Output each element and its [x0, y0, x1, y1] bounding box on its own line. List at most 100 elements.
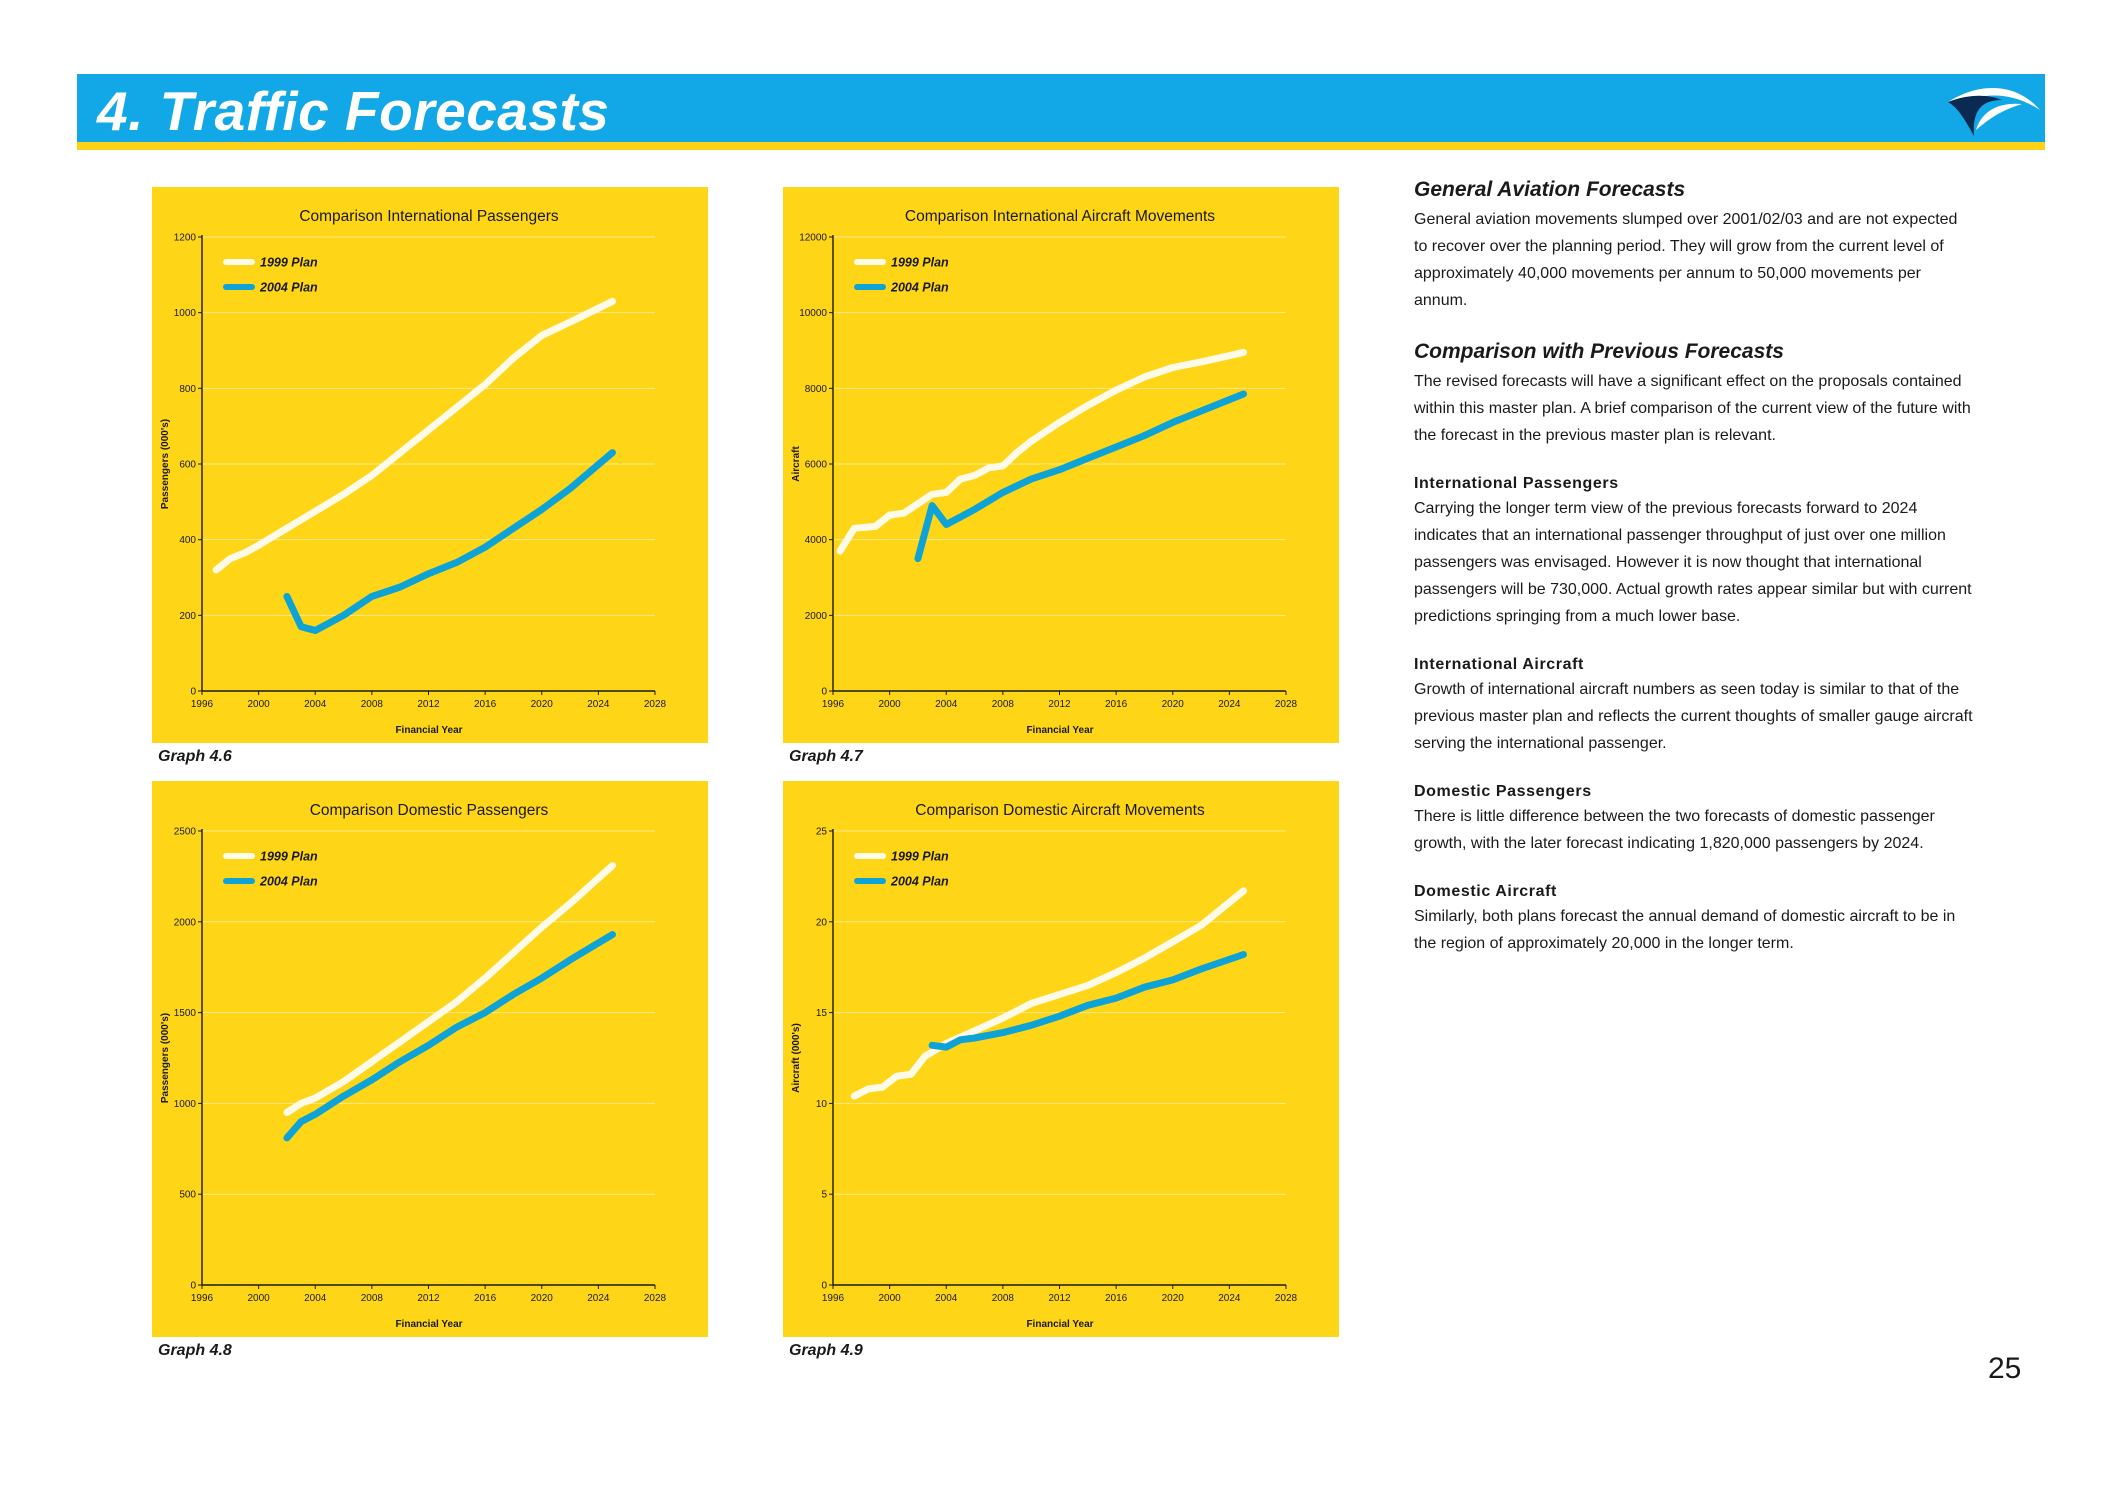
x-axis-label: Financial Year: [395, 725, 462, 736]
x-tick-label: 1996: [191, 699, 214, 710]
series-line-1999-plan: [850, 887, 1247, 1100]
x-tick-label: 2004: [935, 1293, 958, 1304]
x-tick-label: 2016: [1105, 1293, 1128, 1304]
subsection-domestic-aircraft: Domestic Aircraft Similarly, both plans …: [1414, 883, 1974, 957]
y-tick-label: 600: [179, 460, 196, 471]
y-tick-label: 800: [179, 384, 196, 395]
y-tick-label: 2000: [805, 611, 828, 622]
legend-label: 1999 Plan: [891, 256, 949, 270]
x-tick-label: 2000: [879, 699, 902, 710]
y-tick-label: 6000: [805, 460, 828, 471]
y-tick-label: 0: [821, 687, 827, 698]
y-tick-label: 200: [179, 611, 196, 622]
section-body: General aviation movements slumped over …: [1414, 211, 1958, 309]
series-line-1999-plan: [212, 297, 616, 574]
x-tick-label: 2020: [531, 699, 554, 710]
subsection-body: Similarly, both plans forecast the annua…: [1414, 908, 1956, 952]
chart-svg: Comparison Domestic Passengers 0 500 1000 15…: [160, 802, 667, 1330]
y-tick-label: 0: [190, 1281, 196, 1292]
x-axis-label: Financial Year: [1026, 1319, 1093, 1330]
y-tick-label: 8000: [805, 384, 828, 395]
legend-label: 2004 Plan: [259, 875, 318, 889]
chart-svg: Comparison Domestic Aircraft Movements 0 5…: [791, 802, 1298, 1330]
y-tick-label: 2500: [174, 827, 197, 838]
legend-label: 2004 Plan: [890, 281, 949, 295]
subsection-body: Growth of international aircraft numbers…: [1414, 681, 1973, 752]
y-tick-label: 12000: [799, 233, 827, 244]
section-general-aviation: General Aviation Forecasts General aviat…: [1414, 178, 1974, 314]
section-heading: Comparison with Previous Forecasts: [1414, 340, 1784, 363]
x-tick-label: 1996: [822, 1293, 845, 1304]
x-tick-label: 2028: [1275, 699, 1298, 710]
y-axis-label: Aircraft: [791, 446, 802, 482]
chart-domestic-passengers: Comparison Domestic Passengers 0 500 1000 15…: [152, 781, 708, 1337]
page-number: 25: [1988, 1352, 2022, 1385]
x-tick-label: 2008: [361, 1293, 384, 1304]
y-tick-label: 25: [816, 827, 828, 838]
y-axis-label: Passengers (000's): [160, 419, 171, 509]
page-title: 4. Traffic Forecasts: [97, 80, 610, 142]
y-tick-label: 10: [816, 1099, 828, 1110]
header-banner: [77, 74, 2045, 142]
y-tick-label: 20: [816, 917, 828, 928]
y-tick-label: 1500: [174, 1008, 197, 1019]
chart-international-aircraft: Comparison International Aircraft Moveme…: [783, 187, 1339, 743]
y-tick-label: 4000: [805, 535, 828, 546]
x-tick-label: 2024: [587, 699, 610, 710]
x-axis-label: Financial Year: [395, 1319, 462, 1330]
x-tick-label: 2016: [1105, 699, 1128, 710]
subsection-heading: International Aircraft: [1414, 656, 1584, 673]
y-tick-label: 1000: [174, 308, 197, 319]
x-tick-label: 2012: [1048, 699, 1071, 710]
chart-title: Comparison Domestic Aircraft Movements: [915, 802, 1205, 819]
subsection-body: There is little difference between the t…: [1414, 808, 1935, 852]
x-tick-label: 2000: [879, 1293, 902, 1304]
caption-graph-4-9: Graph 4.9: [789, 1342, 863, 1359]
section-comparison: Comparison with Previous Forecasts The r…: [1414, 340, 1974, 449]
series-line-2004-plan: [283, 449, 616, 634]
subsection-heading: Domestic Passengers: [1414, 783, 1592, 800]
x-tick-label: 2000: [248, 1293, 271, 1304]
legend-label: 1999 Plan: [260, 256, 318, 270]
caption-graph-4-8: Graph 4.8: [158, 1342, 232, 1359]
x-tick-label: 2016: [474, 1293, 497, 1304]
x-tick-label: 2020: [531, 1293, 554, 1304]
x-axis-label: Financial Year: [1026, 725, 1093, 736]
x-tick-label: 1996: [191, 1293, 214, 1304]
section-heading: General Aviation Forecasts: [1414, 178, 1686, 201]
chart-title: Comparison Domestic Passengers: [310, 802, 549, 819]
legend-label: 1999 Plan: [260, 850, 318, 864]
series-line-1999-plan: [836, 348, 1247, 555]
x-tick-label: 2028: [1275, 1293, 1298, 1304]
x-tick-label: 2008: [361, 699, 384, 710]
legend-label: 2004 Plan: [259, 281, 318, 295]
y-tick-label: 0: [821, 1281, 827, 1292]
x-tick-label: 2016: [474, 699, 497, 710]
legend-label: 2004 Plan: [890, 875, 949, 889]
y-tick-label: 1200: [174, 233, 197, 244]
y-axis-label: Passengers (000's): [160, 1013, 171, 1103]
subsection-domestic-passengers: Domestic Passengers There is little diff…: [1414, 783, 1974, 857]
chart-title: Comparison International Aircraft Moveme…: [905, 208, 1215, 225]
x-tick-label: 2028: [644, 699, 667, 710]
y-tick-label: 1000: [174, 1099, 197, 1110]
series-line-1999-plan: [283, 862, 616, 1116]
subsection-heading: International Passengers: [1414, 475, 1619, 492]
x-tick-label: 2020: [1162, 1293, 1185, 1304]
x-tick-label: 2024: [587, 1293, 610, 1304]
airport-logo-icon: [1948, 87, 2040, 136]
y-tick-label: 10000: [799, 308, 827, 319]
y-tick-label: 2000: [174, 917, 197, 928]
y-tick-label: 0: [190, 687, 196, 698]
header-rule: [77, 142, 2045, 150]
x-tick-label: 1996: [822, 699, 845, 710]
chart-domestic-aircraft: Comparison Domestic Aircraft Movements 0 5…: [783, 781, 1339, 1337]
x-tick-label: 2004: [304, 699, 327, 710]
x-tick-label: 2012: [417, 699, 440, 710]
caption-graph-4-6: Graph 4.6: [158, 748, 232, 765]
x-tick-label: 2012: [1048, 1293, 1071, 1304]
x-tick-label: 2012: [417, 1293, 440, 1304]
y-tick-label: 5: [821, 1190, 827, 1201]
subsection-heading: Domestic Aircraft: [1414, 883, 1557, 900]
text-column: General Aviation Forecasts General aviat…: [1414, 178, 1974, 957]
